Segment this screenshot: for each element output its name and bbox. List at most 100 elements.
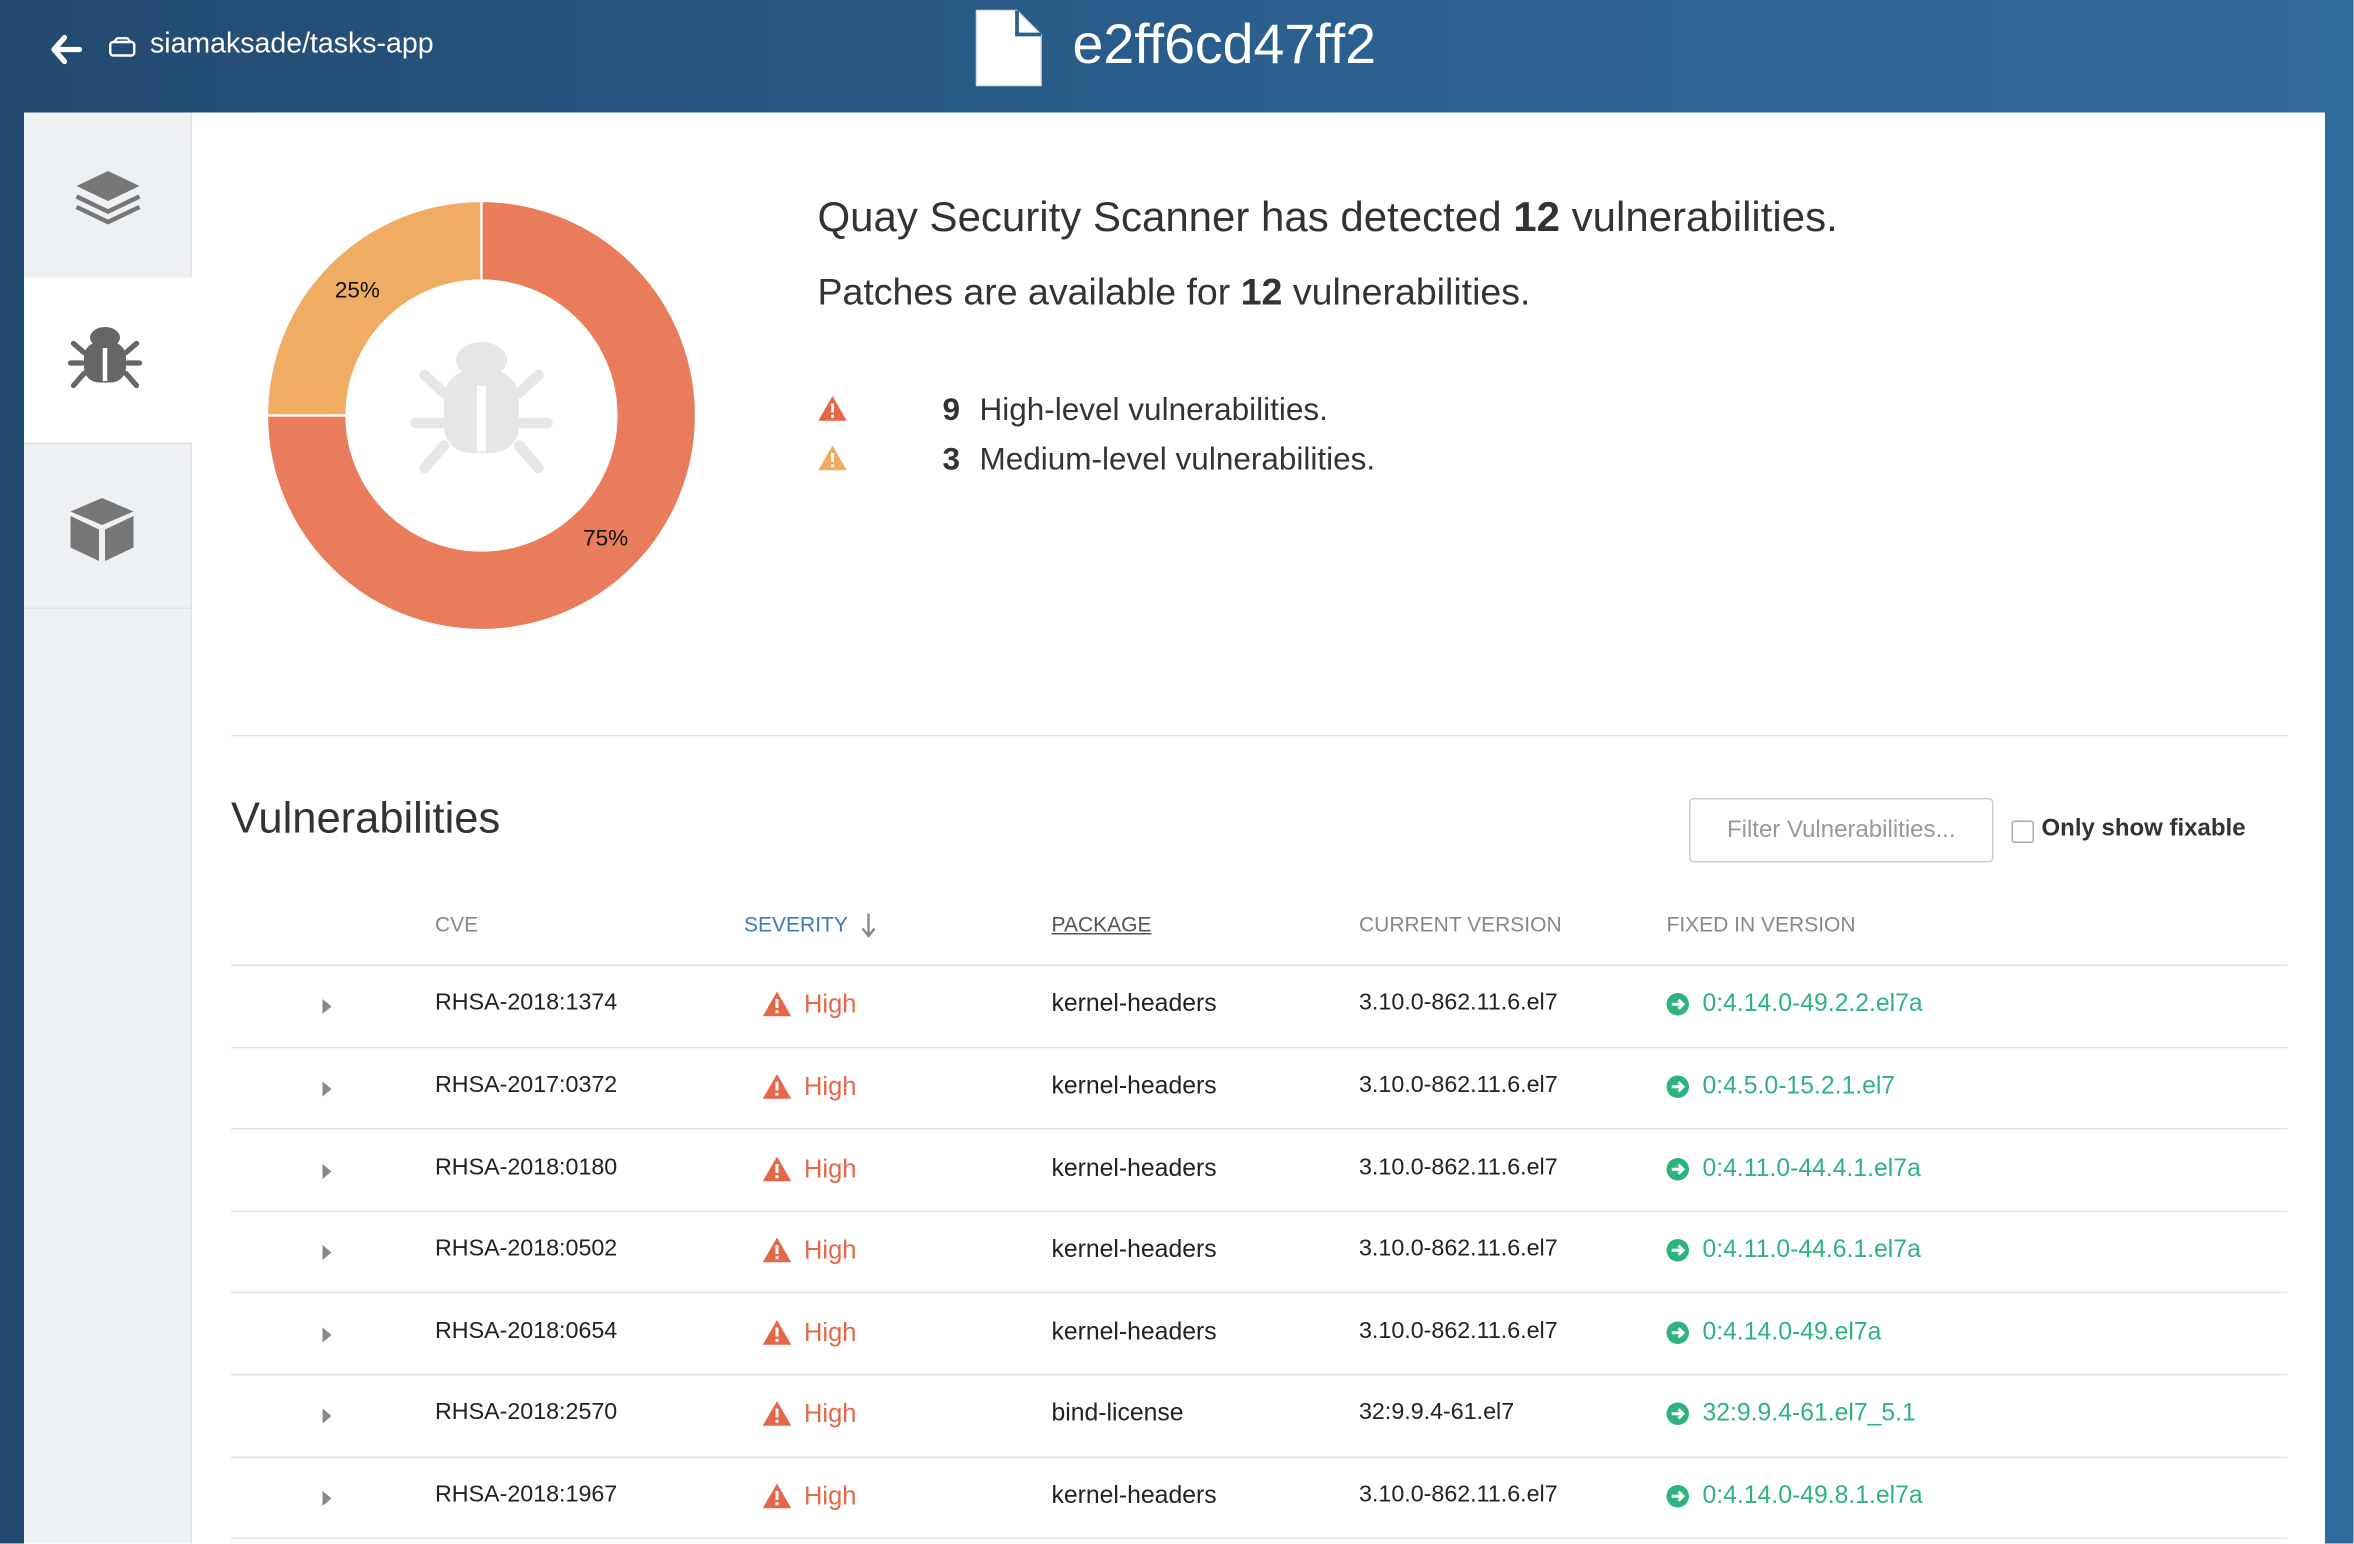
- expand-caret[interactable]: [321, 1324, 333, 1351]
- level-label: Medium-level vulnerabilities.: [979, 442, 1376, 478]
- current-version: 3.10.0-862.11.6.el7: [1359, 1236, 1558, 1262]
- cve-id[interactable]: RHSA-2018:0654: [435, 1318, 618, 1344]
- column-header: CVE: [435, 912, 479, 936]
- summary-text: Quay Security Scanner has detected: [817, 193, 1502, 241]
- column-header[interactable]: PACKAGE: [1051, 912, 1152, 936]
- caret-icon: [322, 1327, 332, 1343]
- severity-icon: [762, 1482, 792, 1517]
- warning-icon: [762, 1073, 792, 1099]
- summary-count: 12: [1240, 271, 1283, 314]
- summary-count: 12: [1513, 193, 1560, 241]
- summary-text: vulnerabilities.: [1292, 271, 1531, 314]
- fix-icon: [1665, 1320, 1691, 1353]
- package: kernel-headers: [1051, 1318, 1217, 1346]
- column-header: CURRENT VERSION: [1359, 912, 1562, 936]
- fixed-version: 0:4.14.0-49.2.2.el7a: [1702, 990, 1923, 1018]
- warning-icon: [818, 396, 847, 421]
- fix-icon: [1665, 992, 1691, 1025]
- sidebar: [24, 112, 192, 1544]
- fixed-version: 0:4.5.0-15.2.1.el7: [1702, 1072, 1896, 1100]
- expand-caret[interactable]: [321, 1406, 333, 1433]
- expand-caret[interactable]: [321, 1242, 333, 1269]
- caret-icon: [322, 1408, 332, 1424]
- fix-icon: [1666, 993, 1689, 1016]
- fixed-version: 32:9.9.4-61.el7_5.1: [1702, 1399, 1916, 1427]
- layers-tab[interactable]: [24, 113, 191, 279]
- donut-slice: [265, 199, 483, 417]
- caret-icon: [322, 1490, 332, 1506]
- fixed-version: 0:4.11.0-44.4.1.el7a: [1702, 1154, 1921, 1182]
- severity: High: [804, 1481, 857, 1511]
- row-line: [231, 1374, 2288, 1376]
- current-version: 3.10.0-862.11.6.el7: [1359, 1318, 1558, 1344]
- current-version: 3.10.0-862.11.6.el7: [1359, 1072, 1558, 1098]
- level-count: 9: [942, 393, 960, 428]
- severity: High: [804, 1072, 857, 1101]
- severity: High: [804, 1236, 857, 1265]
- level-icon: [818, 395, 848, 430]
- layers-icon: [75, 171, 141, 225]
- filter-input[interactable]: Filter Vulnerabilities...: [1689, 798, 1994, 863]
- cve-id[interactable]: RHSA-2018:1967: [435, 1481, 618, 1508]
- package: kernel-headers: [1051, 1481, 1217, 1509]
- cve-id[interactable]: RHSA-2018:0180: [435, 1154, 618, 1180]
- back-button[interactable]: [50, 33, 83, 66]
- warning-icon: [762, 1483, 792, 1509]
- fix-icon: [1665, 1483, 1691, 1516]
- level-count: 3: [942, 442, 960, 478]
- caret-icon: [322, 999, 332, 1015]
- row-line: [231, 1210, 2288, 1212]
- bug-icon: [67, 327, 143, 389]
- packages-tab[interactable]: [24, 443, 191, 609]
- sort-arrow-icon: [861, 913, 876, 938]
- severity-icon: [762, 1318, 792, 1353]
- cve-id[interactable]: RHSA-2018:1374: [435, 990, 618, 1016]
- warning-icon: [818, 445, 847, 471]
- severity: High: [804, 990, 857, 1019]
- fixed-version: 0:4.14.0-49.el7a: [1702, 1318, 1882, 1346]
- fix-icon: [1666, 1239, 1689, 1262]
- slice-label: 75%: [583, 526, 628, 551]
- expand-caret[interactable]: [321, 1078, 333, 1105]
- package: kernel-headers: [1051, 1236, 1217, 1264]
- fix-icon: [1665, 1074, 1691, 1107]
- cve-id[interactable]: RHSA-2017:0372: [435, 1072, 618, 1098]
- vulnerability-donut: 75% 25%: [265, 199, 698, 632]
- caret-icon: [322, 1081, 332, 1097]
- severity: High: [804, 1154, 857, 1183]
- content-panel: [24, 112, 2325, 1544]
- package-icon: [70, 498, 134, 561]
- sort-arrow[interactable]: [860, 912, 878, 947]
- warning-icon: [762, 1155, 792, 1181]
- row-line: [231, 1292, 2288, 1294]
- fix-icon: [1666, 1484, 1689, 1508]
- patches-summary: Patches are available for 12 vulnerabili…: [818, 272, 1531, 316]
- current-version: 3.10.0-862.11.6.el7: [1359, 1481, 1558, 1508]
- fixable-label[interactable]: Only show fixable: [2041, 816, 2246, 842]
- summary-text: vulnerabilities.: [1571, 193, 1838, 241]
- caret-icon: [322, 1245, 332, 1261]
- fix-icon: [1666, 1402, 1689, 1426]
- expand-caret[interactable]: [321, 1488, 333, 1515]
- security-tab[interactable]: [24, 277, 192, 444]
- cve-id[interactable]: RHSA-2018:0502: [435, 1236, 618, 1262]
- column-header: FIXED IN VERSION: [1666, 912, 1856, 936]
- severity-icon: [762, 990, 792, 1025]
- repo-icon: [109, 37, 136, 57]
- package: kernel-headers: [1051, 1072, 1217, 1100]
- section-title: Vulnerabilities: [231, 795, 501, 843]
- severity-icon: [762, 1154, 792, 1189]
- warning-icon: [762, 1401, 792, 1427]
- warning-icon: [762, 1237, 792, 1263]
- expand-caret[interactable]: [321, 996, 333, 1023]
- expand-caret[interactable]: [321, 1160, 333, 1187]
- cve-id[interactable]: RHSA-2018:2570: [435, 1399, 618, 1426]
- manifest-title: e2ff6cd47ff2: [1072, 13, 1376, 76]
- current-version: 3.10.0-862.11.6.el7: [1359, 1154, 1558, 1180]
- fixable-checkbox[interactable]: [2011, 820, 2034, 843]
- repo-link[interactable]: siamaksade/tasks-app: [150, 28, 434, 61]
- row-line: [231, 1455, 2288, 1458]
- column-header[interactable]: SEVERITY: [744, 912, 848, 936]
- fix-icon: [1666, 1075, 1689, 1098]
